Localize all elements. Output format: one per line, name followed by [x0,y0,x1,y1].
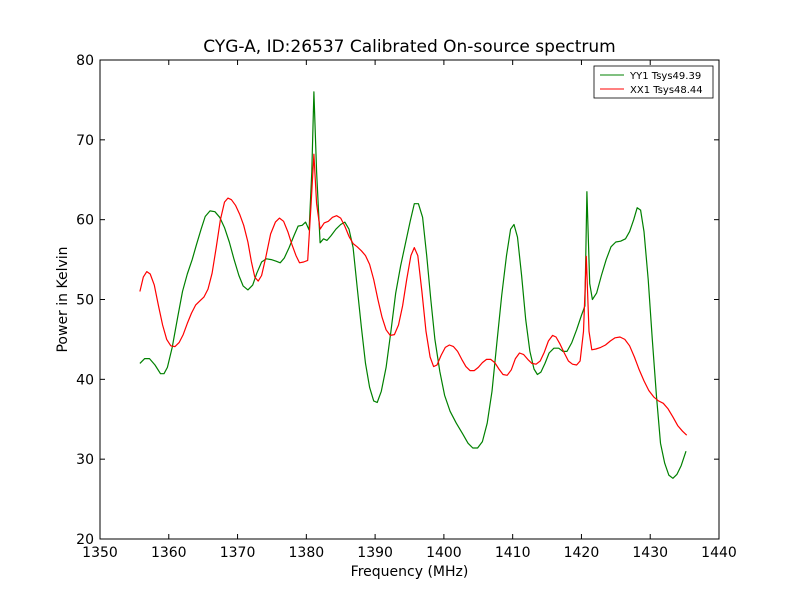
axis-ticks: 1350 1360 1370 1380 1390 1400 1410 1420 1430 1440… [76,53,737,561]
y-tick-label: 70 [76,133,94,149]
y-tick-label: 80 [76,53,94,69]
legend-box [593,65,714,99]
x-tick-label: 1420 [564,545,600,561]
legend-label-xx1: XX1 Tsys48.44 [630,85,703,96]
x-tick-label: 1390 [357,545,393,561]
y-axis-label: Power in Kelvin [55,246,71,352]
y-tick-label: 40 [76,372,94,388]
x-tick-label: 1400 [426,545,462,561]
y-tick-label: 20 [76,532,94,548]
x-tick-label: 1410 [495,545,531,561]
x-tick-label: 1380 [289,545,325,561]
y-tick-label: 30 [76,452,94,468]
x-tick-label: 1350 [82,545,118,561]
plot-frame [99,59,720,540]
chart-title: CYG-A, ID:26537 Calibrated On-source spe… [203,37,615,57]
legend: YY1 Tsys49.39 XX1 Tsys48.44 [593,65,714,99]
x-tick-label: 1360 [151,545,187,561]
y-tick-label: 50 [76,293,94,309]
legend-label-yy1: YY1 Tsys49.39 [629,71,701,82]
x-tick-label: 1370 [220,545,256,561]
plot-area [139,91,688,479]
series-line-yy1 [139,91,687,479]
x-tick-label: 1430 [632,545,668,561]
series-line-xx1 [139,153,688,436]
x-axis-label: Frequency (MHz) [351,564,469,580]
y-tick-label: 60 [76,213,94,229]
x-tick-label: 1440 [701,545,737,561]
